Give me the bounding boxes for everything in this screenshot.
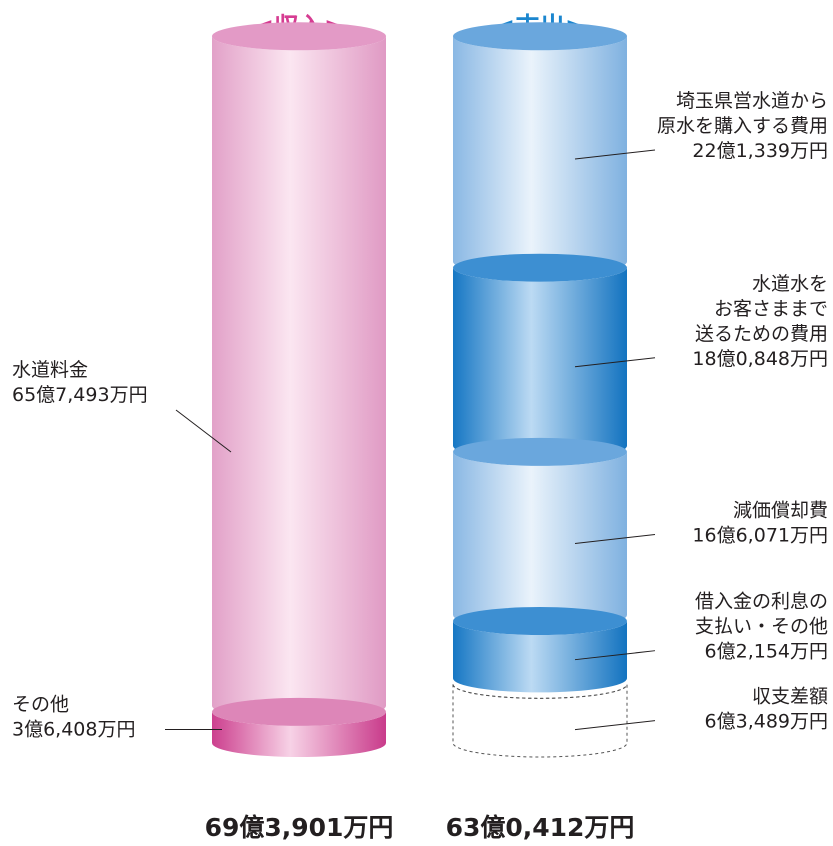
expense-label-4-line-2: 22億1,339万円 xyxy=(692,140,828,162)
expense-leader-0 xyxy=(574,720,656,731)
income-label-other-line-0: その他 xyxy=(12,693,69,715)
expense-label-0-line-1: 6億3,489万円 xyxy=(705,711,828,733)
cylinder-segment-収支差額 xyxy=(452,684,628,758)
expense-label-1-line-1: 支払い・その他 xyxy=(695,616,828,638)
cylinder-segment-その他 xyxy=(212,697,386,757)
expense-cylinder xyxy=(452,22,628,758)
expense-leader-1 xyxy=(574,650,656,661)
cylinder-segment-水道料金 xyxy=(212,22,386,720)
expense-leader-2 xyxy=(574,533,656,544)
income-cylinder xyxy=(212,22,386,757)
expense-label-3-line-3: 18億0,848万円 xyxy=(692,348,828,370)
expense-label-2-line-0: 減価償却費 xyxy=(733,499,828,521)
expense-label-1-line-2: 6億2,154万円 xyxy=(705,641,828,663)
expense-label-3-line-0: 水道水を xyxy=(752,273,828,295)
expense-label-1-line-0: 借入金の利息の xyxy=(695,591,828,613)
cylinder-segment-減価償却費 xyxy=(453,437,627,630)
expense-label-2-line-1: 16億6,071万円 xyxy=(692,524,828,546)
expense-total: 63億0,412万円 xyxy=(446,813,635,842)
expense-label-3-line-1: お客さままで xyxy=(714,298,828,320)
cylinder-segment-借入金の利息の支払い・その他 xyxy=(453,607,627,693)
cylinder-segment-水道水をお客さままで送るための費用 xyxy=(453,253,627,460)
income-total: 69億3,901万円 xyxy=(205,813,394,842)
expense-label-4-line-0: 埼玉県営水道から xyxy=(676,90,828,112)
expense-leader-4 xyxy=(574,149,656,160)
expense-label-0-line-0: 収支差額 xyxy=(752,686,828,708)
income-label-main-line-1: 65億7,493万円 xyxy=(12,384,148,406)
expense-label-3-line-2: 送るための費用 xyxy=(695,323,828,345)
income-leader-main xyxy=(175,409,232,453)
income-label-main-line-0: 水道料金 xyxy=(12,359,88,381)
expense-leader-3 xyxy=(574,357,656,368)
income-label-other-line-1: 3億6,408万円 xyxy=(12,718,135,740)
cylinder-segment-埼玉県営水道から原水を購入する費用 xyxy=(453,22,627,276)
expense-label-4-line-1: 原水を購入する費用 xyxy=(657,115,828,137)
